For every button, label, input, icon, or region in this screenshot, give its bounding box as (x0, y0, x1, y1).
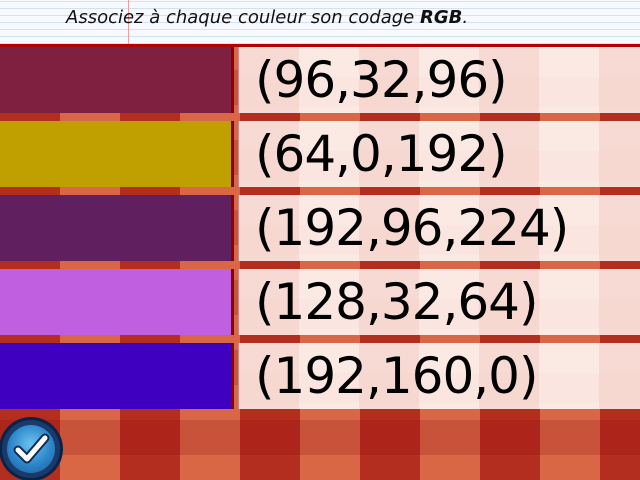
color-swatch-4[interactable] (0, 269, 234, 335)
color-row-2: (64,0,192) (0, 121, 640, 187)
rgb-code-card-1[interactable]: (96,32,96) (238, 47, 640, 113)
color-row-4: (128,32,64) (0, 269, 640, 335)
validate-button[interactable] (2, 420, 60, 478)
color-row-5: (192,160,0) (0, 343, 640, 409)
rgb-code-text-5: (192,160,0) (255, 347, 538, 405)
color-swatch-5[interactable] (0, 343, 234, 409)
rgb-code-text-4: (128,32,64) (255, 273, 538, 331)
instruction-text-end: . (462, 7, 469, 28)
instruction-header: Associez à chaque couleur son codage RGB… (0, 0, 640, 47)
rgb-code-card-4[interactable]: (128,32,64) (238, 269, 640, 335)
rgb-code-card-3[interactable]: (192,96,224) (238, 195, 640, 261)
notebook-margin-line (128, 0, 129, 44)
rgb-code-text-2: (64,0,192) (255, 125, 508, 183)
color-swatch-2[interactable] (0, 121, 234, 187)
color-swatch-1[interactable] (0, 47, 234, 113)
color-swatch-3[interactable] (0, 195, 234, 261)
rgb-code-text-3: (192,96,224) (255, 199, 569, 257)
rgb-code-card-2[interactable]: (64,0,192) (238, 121, 640, 187)
checkmark-icon (13, 433, 50, 464)
instruction-text-main: Associez à chaque couleur son codage (66, 7, 420, 28)
color-row-3: (192,96,224) (0, 195, 640, 261)
rgb-code-card-5[interactable]: (192,160,0) (238, 343, 640, 409)
instruction-text: Associez à chaque couleur son codage RGB… (66, 7, 468, 28)
instruction-text-bold: RGB (419, 7, 463, 28)
rgb-code-text-1: (96,32,96) (255, 51, 508, 109)
color-row-1: (96,32,96) (0, 47, 640, 113)
